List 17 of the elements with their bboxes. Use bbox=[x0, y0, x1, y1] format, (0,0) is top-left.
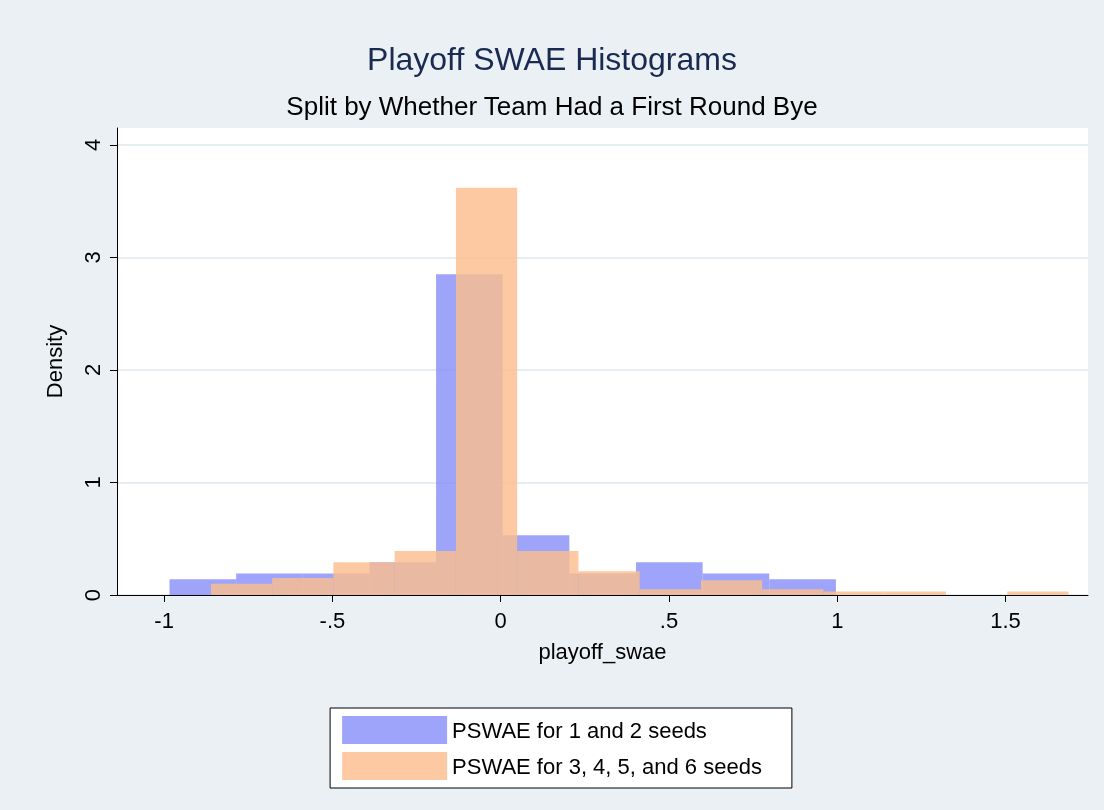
x-tick-label: -.5 bbox=[319, 607, 346, 633]
chart-subtitle: Split by Whether Team Had a First Round Bye bbox=[286, 91, 818, 121]
x-tick-label: 1 bbox=[831, 607, 844, 633]
x-tick-label: 1.5 bbox=[990, 607, 1021, 633]
x-tick-label: 0 bbox=[494, 607, 507, 633]
y-tick-label: 1 bbox=[79, 476, 105, 489]
legend-label: PSWAE for 3, 4, 5, and 6 seeds bbox=[452, 753, 762, 779]
y-axis-title: Density bbox=[41, 324, 67, 399]
y-tick-label: 2 bbox=[79, 363, 105, 377]
x-tick-label: .5 bbox=[659, 607, 679, 633]
chart-title: Playoff SWAE Histograms bbox=[367, 41, 737, 77]
y-tick-label: 0 bbox=[79, 588, 105, 602]
x-axis-title: playoff_swae bbox=[538, 638, 667, 664]
legend-label: PSWAE for 1 and 2 seeds bbox=[452, 717, 707, 743]
y-tick-label: 3 bbox=[79, 251, 105, 264]
x-tick-label: -1 bbox=[154, 607, 174, 633]
y-tick-label: 4 bbox=[79, 138, 105, 151]
